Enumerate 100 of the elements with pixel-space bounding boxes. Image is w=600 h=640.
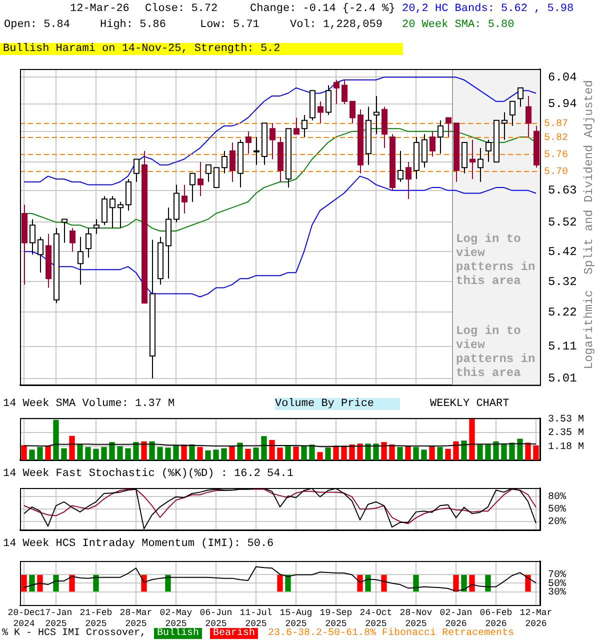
bar xyxy=(373,444,379,460)
bar xyxy=(309,444,315,460)
y-tick-label: 5.01 xyxy=(548,372,577,386)
ref-line-label: 5.87 xyxy=(544,119,568,130)
bar xyxy=(37,446,43,460)
bar xyxy=(285,446,291,460)
bar xyxy=(61,448,67,460)
text: Open: 5.84 xyxy=(4,19,70,31)
bar xyxy=(277,448,283,460)
bar xyxy=(85,446,91,460)
bar xyxy=(229,446,235,460)
bar xyxy=(381,442,387,460)
bar xyxy=(469,418,475,460)
bar xyxy=(269,440,275,460)
x-tick-label: 21-Feb 2025 xyxy=(80,608,112,629)
text: High: 5.86 xyxy=(100,19,166,31)
text: Logarithmic xyxy=(582,290,596,370)
ref-line-label: 5.70 xyxy=(544,167,568,178)
y-tick-label: 5.11 xyxy=(548,340,577,354)
bar xyxy=(517,438,523,460)
bar xyxy=(333,446,339,460)
y-tick-label: 50% xyxy=(548,504,566,516)
bar xyxy=(205,450,211,460)
text: WEEKLY CHART xyxy=(430,398,510,410)
bar xyxy=(53,420,59,460)
bar xyxy=(69,436,75,460)
text: Vol: 1,228,059 xyxy=(290,19,382,31)
bar xyxy=(77,444,83,460)
bar xyxy=(493,441,499,460)
x-tick-label: 06-Feb 2026 xyxy=(480,608,512,629)
ref-line-label: 5.76 xyxy=(544,150,568,162)
x-tick-label: 20-Dec 2024 xyxy=(8,608,40,629)
y-tick-label: 20% xyxy=(548,517,566,528)
bar xyxy=(237,442,243,460)
y-tick-label: 2.35 M xyxy=(548,428,584,440)
bar xyxy=(189,444,195,460)
chart-title: Bullish Harami on 14-Nov-25, Strength: 5.2 xyxy=(0,43,403,55)
text: Close: 5.72 xyxy=(145,3,218,15)
x-tick-label: 28-Mar 2025 xyxy=(120,608,152,629)
x-tick-label: 06-Jun 2025 xyxy=(200,608,232,629)
chart-title: 14 Week HCS Intraday Momentum (IMI): 50.6 xyxy=(2,538,274,550)
y-axis-title: Split and Dividend Adjusted xyxy=(582,80,596,274)
bar xyxy=(389,444,395,460)
bar xyxy=(245,448,251,460)
bar xyxy=(93,448,99,460)
bar xyxy=(453,441,459,460)
bar xyxy=(461,440,467,460)
text: Change: -0.14 {-2.4 %} xyxy=(250,3,396,15)
bar xyxy=(341,446,347,460)
y-tick-label: 5.52 xyxy=(548,215,577,230)
y-tick-label: 3.53 M xyxy=(548,414,584,426)
chart-title: 14 Week SMA Volume: 1.37 M xyxy=(2,398,175,410)
bar xyxy=(101,446,107,460)
bar xyxy=(485,444,491,460)
bar xyxy=(149,441,155,460)
bar xyxy=(117,446,123,460)
bar xyxy=(421,450,427,460)
x-tick-label: 19-Sep 2025 xyxy=(320,608,352,629)
bar xyxy=(29,450,35,460)
bar xyxy=(437,446,443,460)
bar xyxy=(109,442,115,460)
bar xyxy=(213,450,219,460)
bar xyxy=(133,442,139,460)
x-tick-label: 17-Jan 2025 xyxy=(40,608,72,629)
bar xyxy=(349,444,355,460)
y-tick-label: 6.04 xyxy=(548,70,577,84)
band-label: Log in to view patterns in this area xyxy=(456,324,536,380)
bar xyxy=(357,444,363,460)
bar xyxy=(525,442,531,460)
x-tick-label: 12-Mar 2026 xyxy=(520,608,552,629)
text: Volume By Price xyxy=(275,398,400,410)
x-tick-label: 02-Jan 2026 xyxy=(440,608,472,629)
bar xyxy=(405,446,411,460)
bar xyxy=(197,446,203,460)
bar xyxy=(429,446,435,460)
bar xyxy=(317,452,323,460)
x-tick-label: 28-Nov 2025 xyxy=(400,608,433,629)
bar xyxy=(261,436,267,460)
bar xyxy=(181,444,187,460)
bar xyxy=(21,445,27,460)
text: Bearish xyxy=(210,628,258,639)
bar xyxy=(533,445,539,460)
legend-title: % K - HCS IMI Crossover, xyxy=(2,628,146,639)
y-tick-label: 30% xyxy=(548,588,566,599)
ref-line-label: 5.82 xyxy=(544,133,568,144)
text: 20,2 HC Bands: 5.62 , 5.98 xyxy=(402,3,574,15)
y-tick-label: 5.22 xyxy=(548,305,577,320)
bar xyxy=(45,446,51,460)
text: 23.6-38.2-50-61.8% Fibonacci Retracements xyxy=(268,628,514,640)
x-tick-label: 11-Jul 2025 xyxy=(240,608,272,629)
bar xyxy=(221,448,227,460)
bar xyxy=(397,446,403,460)
bar xyxy=(157,446,163,460)
bar xyxy=(165,448,171,460)
bar xyxy=(413,446,419,460)
bar xyxy=(477,444,483,460)
x-tick-label: 24-Oct 2025 xyxy=(360,608,392,629)
y-tick-label: 5.42 xyxy=(548,244,577,259)
bar xyxy=(253,448,259,460)
annotation: Log in to view patterns in this area xyxy=(456,232,536,288)
